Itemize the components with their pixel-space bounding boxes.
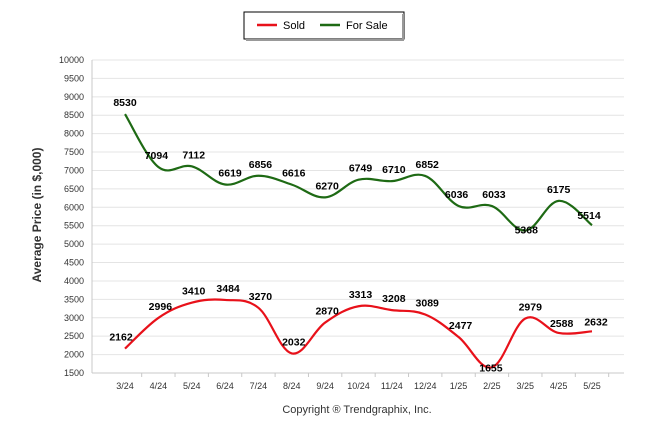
data-label-for-sale: 5514 bbox=[577, 210, 601, 222]
y-tick-label: 6000 bbox=[64, 202, 84, 212]
series-line-for-sale bbox=[124, 113, 593, 232]
data-label-for-sale: 6033 bbox=[482, 189, 506, 201]
data-label-for-sale: 6175 bbox=[547, 184, 571, 196]
y-tick-label: 7000 bbox=[64, 165, 84, 175]
data-label-sold: 2162 bbox=[109, 332, 133, 344]
x-tick-label: 9/24 bbox=[316, 381, 334, 391]
data-label-for-sale: 6749 bbox=[349, 163, 373, 175]
data-label-sold: 2632 bbox=[584, 316, 608, 328]
data-label-sold: 3089 bbox=[416, 297, 440, 309]
y-tick-label: 2000 bbox=[64, 350, 84, 360]
y-tick-label: 2500 bbox=[64, 331, 84, 341]
data-label-sold: 2870 bbox=[315, 306, 339, 318]
x-tick-label: 1/25 bbox=[450, 381, 468, 391]
y-tick-label: 5000 bbox=[64, 239, 84, 249]
data-label-for-sale: 6036 bbox=[445, 189, 469, 201]
y-tick-label: 7500 bbox=[64, 147, 84, 157]
data-label-for-sale: 5368 bbox=[515, 225, 539, 237]
data-label-for-sale: 6619 bbox=[218, 168, 242, 180]
y-tick-label: 4500 bbox=[64, 258, 84, 268]
data-label-sold: 3410 bbox=[182, 286, 206, 298]
grid-lines bbox=[92, 59, 624, 374]
x-tick-label: 10/24 bbox=[347, 381, 370, 391]
y-tick-label: 3000 bbox=[64, 313, 84, 323]
data-label-for-sale: 6270 bbox=[315, 180, 339, 192]
series-line-sold bbox=[124, 298, 593, 369]
x-tick-label: 4/25 bbox=[550, 381, 568, 391]
x-tick-label: 4/24 bbox=[150, 381, 168, 391]
data-label-for-sale: 8530 bbox=[113, 97, 137, 109]
legend: Sold For Sale bbox=[243, 11, 405, 41]
data-label-for-sale: 6852 bbox=[416, 159, 440, 171]
data-label-sold: 2477 bbox=[449, 320, 473, 332]
y-tick-label: 5500 bbox=[64, 221, 84, 231]
y-tick-label: 9000 bbox=[64, 92, 84, 102]
x-tick-label: 3/24 bbox=[116, 381, 134, 391]
data-label-sold: 3208 bbox=[382, 293, 406, 305]
y-tick-label: 8500 bbox=[64, 110, 84, 120]
y-axis-title: Average Price (in $,000) bbox=[30, 148, 44, 283]
legend-label-sold: Sold bbox=[283, 20, 305, 32]
x-tick-label: 2/25 bbox=[483, 381, 501, 391]
data-label-sold: 3484 bbox=[216, 283, 240, 295]
x-tick-label: 5/25 bbox=[583, 381, 601, 391]
x-tick-label: 7/24 bbox=[250, 381, 268, 391]
y-tick-label: 1500 bbox=[64, 368, 84, 378]
copyright-footer: Copyright ® Trendgraphix, Inc. bbox=[282, 404, 431, 416]
data-label-sold: 3313 bbox=[349, 289, 373, 301]
x-tick-label: 11/24 bbox=[381, 381, 403, 391]
data-label-for-sale: 6856 bbox=[249, 159, 273, 171]
y-tick-label: 6500 bbox=[64, 184, 84, 194]
data-label-sold: 1655 bbox=[479, 362, 503, 374]
x-tick-label: 8/24 bbox=[283, 381, 301, 391]
data-label-sold: 2979 bbox=[519, 302, 543, 314]
x-tick-label: 12/24 bbox=[414, 381, 437, 391]
y-axis: 1500 2000 2500 3000 3500 4000 4500 5000 5500 6000… bbox=[59, 55, 93, 378]
data-label-sold: 2032 bbox=[282, 336, 306, 348]
x-tick-label: 6/24 bbox=[216, 381, 234, 391]
x-axis: 3/24 4/24 5/24 6/24 7/24 8/24 9/24 10/24 11/24 12… bbox=[92, 372, 624, 391]
x-tick-label: 3/25 bbox=[517, 381, 535, 391]
data-labels: 2162 2996 3410 3484 3270 2032 2870 3313 3208 3089… bbox=[109, 97, 608, 374]
data-label-for-sale: 7094 bbox=[145, 150, 169, 162]
series-lines bbox=[124, 113, 593, 369]
y-tick-label: 8000 bbox=[64, 129, 84, 139]
data-label-for-sale: 6616 bbox=[282, 168, 306, 180]
data-label-for-sale: 7112 bbox=[182, 149, 205, 161]
data-label-sold: 2588 bbox=[550, 318, 574, 330]
y-tick-label: 10000 bbox=[59, 55, 84, 65]
data-label-sold: 3270 bbox=[249, 291, 273, 303]
data-label-for-sale: 6710 bbox=[382, 164, 406, 176]
data-label-sold: 2996 bbox=[149, 301, 173, 313]
y-tick-label: 4000 bbox=[64, 276, 84, 286]
legend-label-for-sale: For Sale bbox=[346, 20, 388, 32]
y-tick-label: 9500 bbox=[64, 73, 84, 83]
x-tick-label: 5/24 bbox=[183, 381, 201, 391]
y-tick-label: 3500 bbox=[64, 294, 84, 304]
